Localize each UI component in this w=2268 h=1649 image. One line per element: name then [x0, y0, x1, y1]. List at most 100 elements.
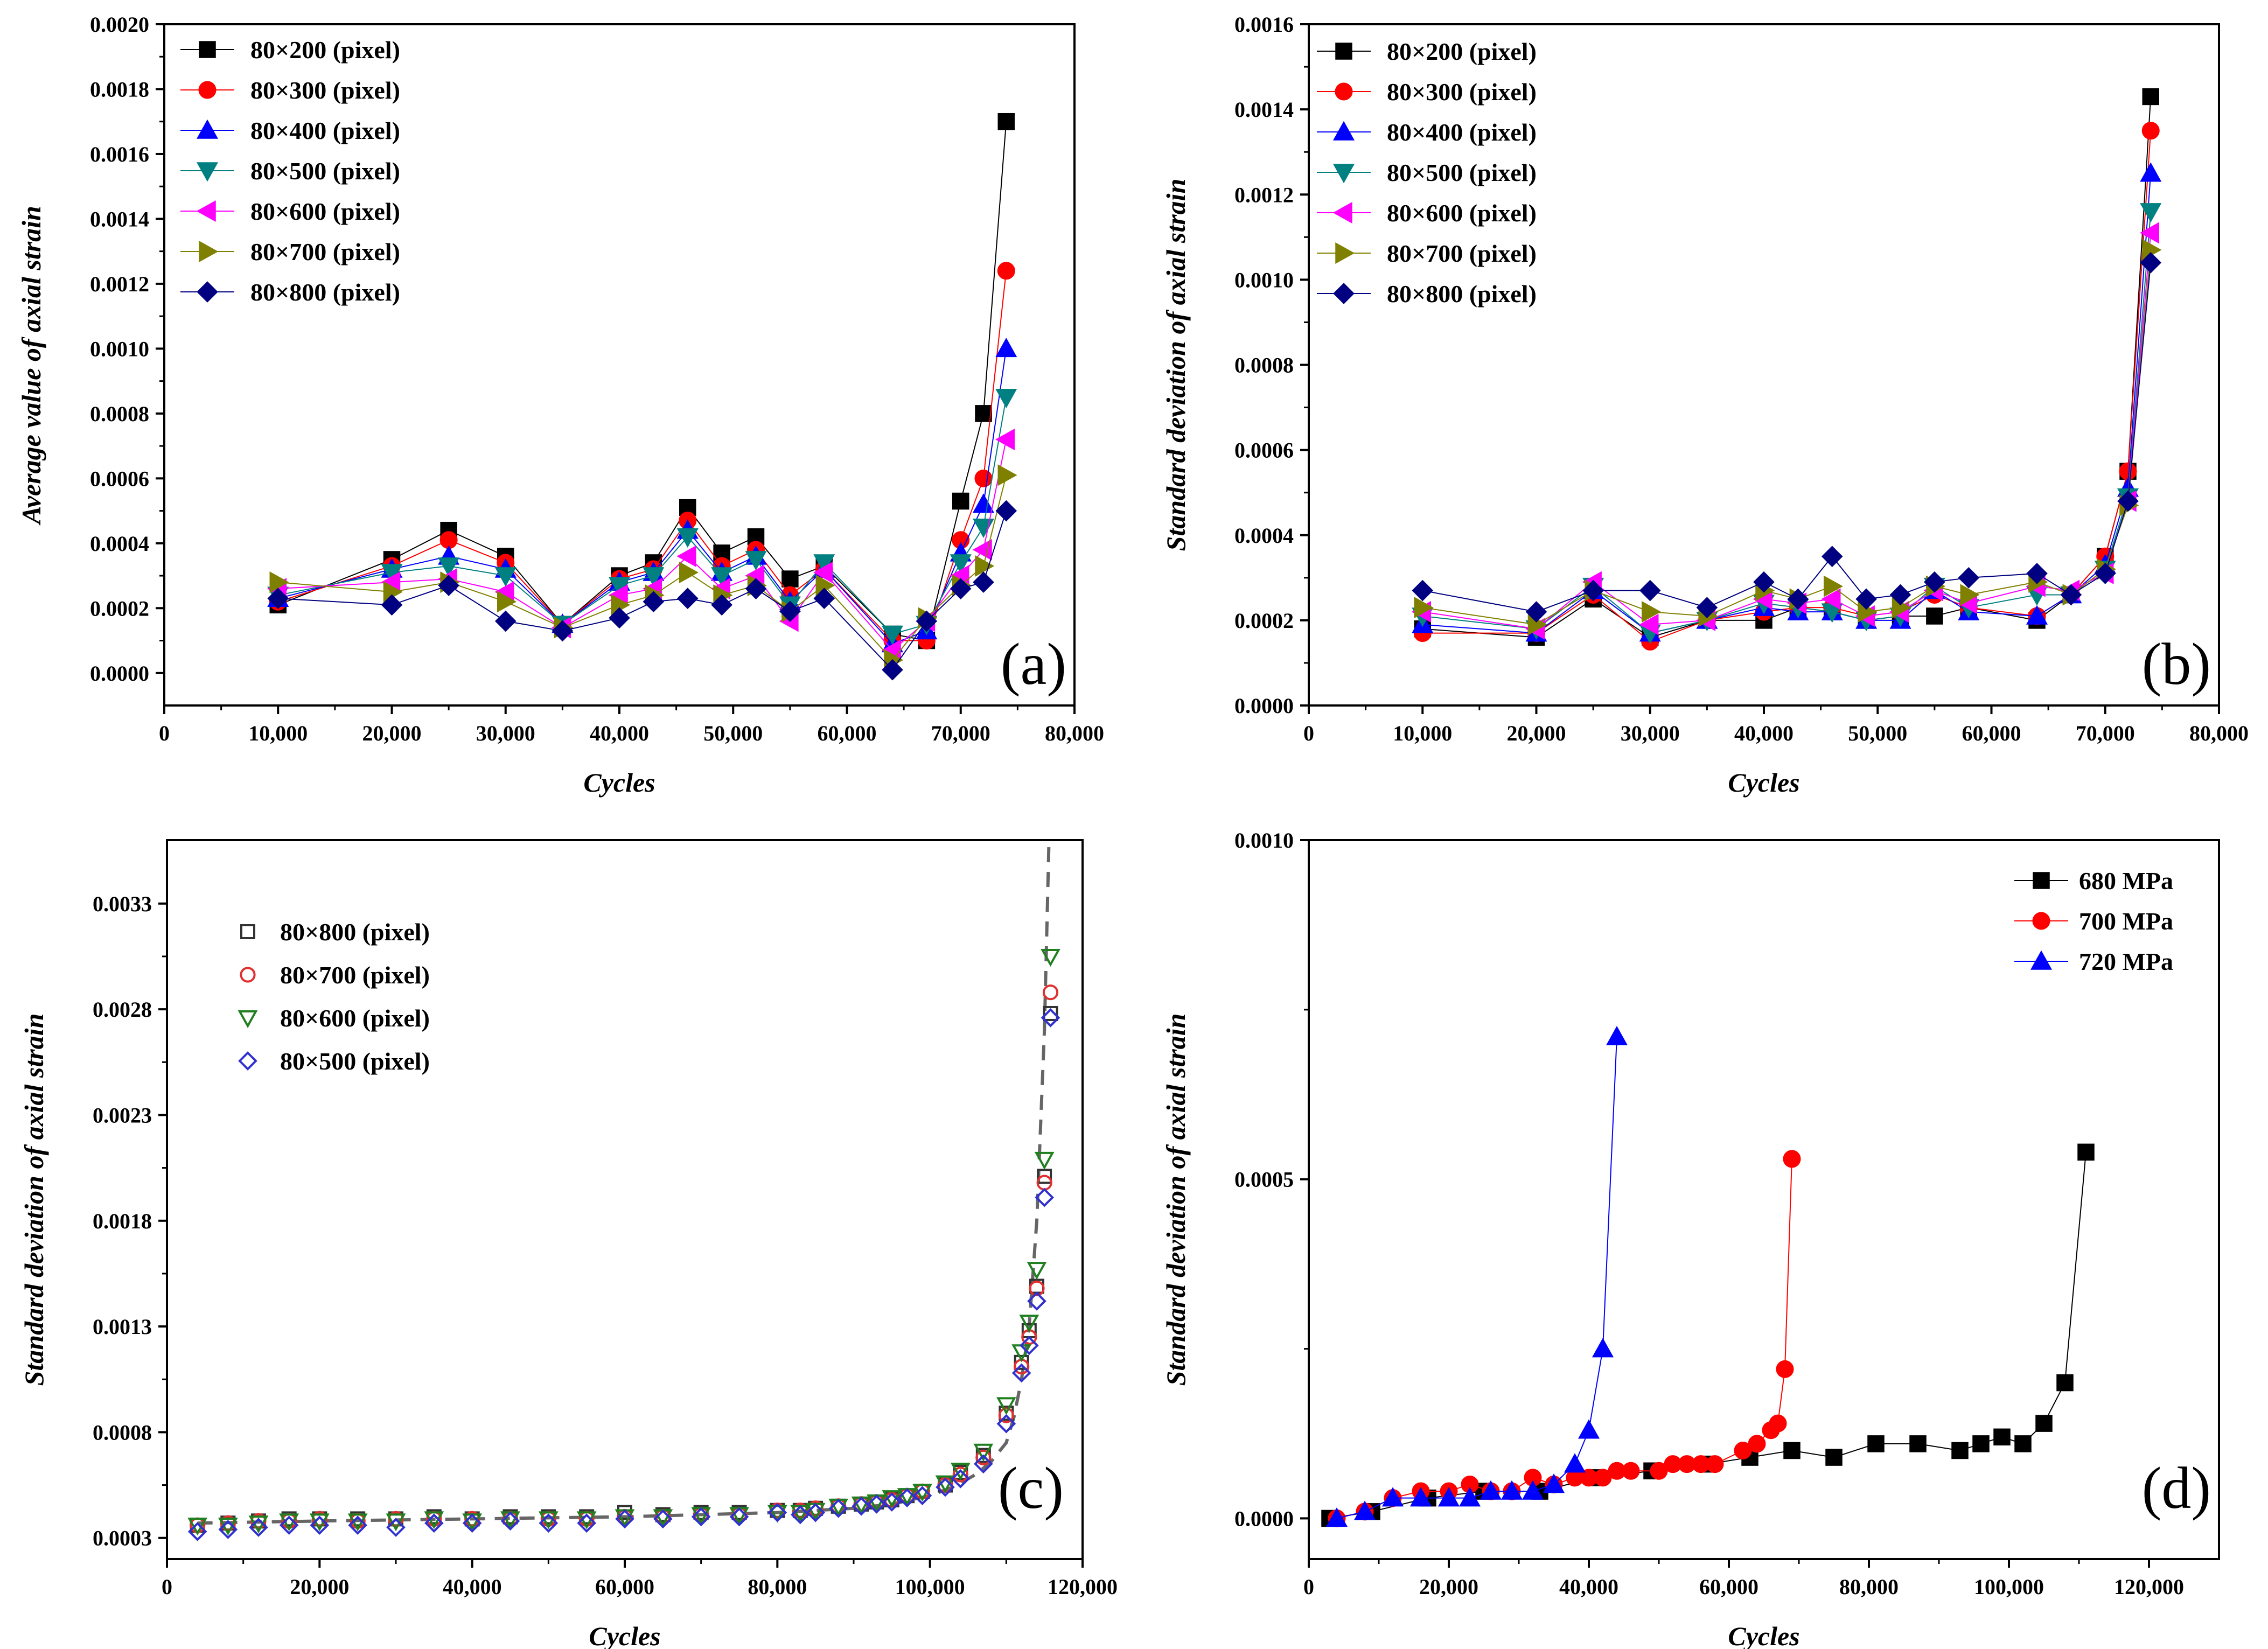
- data-point: [912, 1486, 932, 1506]
- legend-label: 720 MPa: [2079, 948, 2173, 975]
- y-axis-title: Standard deviation of axial strain: [19, 1014, 49, 1386]
- data-point: [996, 1414, 1016, 1434]
- legend-label: 80×400 (pixel): [1387, 118, 1537, 146]
- data-point: [1642, 601, 1662, 623]
- data-point: [881, 625, 904, 645]
- legend-marker: [1333, 283, 1355, 304]
- data-point: [1027, 1262, 1047, 1280]
- x-tick-label: 100,000: [1974, 1575, 2044, 1599]
- y-tick-label: 0.0006: [90, 466, 149, 491]
- legend-label: 80×200 (pixel): [250, 36, 400, 64]
- x-tick-label: 60,000: [1699, 1575, 1758, 1599]
- y-axis-title: Standard deviation of axial strain: [1161, 179, 1191, 551]
- panel-letter: (a): [1001, 631, 1066, 697]
- legend-marker: [238, 1010, 258, 1029]
- data-point: [1437, 1487, 1460, 1507]
- data-point: [552, 620, 574, 642]
- x-tick-label: 70,000: [2076, 721, 2135, 745]
- data-point: [643, 567, 665, 587]
- data-point: [1522, 1480, 1544, 1500]
- data-point: [916, 610, 938, 632]
- data-point: [1783, 1442, 1801, 1459]
- data-point: [1924, 571, 1945, 593]
- data-point: [438, 575, 459, 596]
- legend-marker: [1332, 164, 1355, 184]
- data-point: [187, 1522, 207, 1541]
- panel-a-chart: 0 10,000 20,000 30,000 40,000 50,000 60,000 70,…: [16, 12, 1104, 798]
- data-point: [1501, 1480, 1523, 1500]
- data-point: [998, 1407, 1014, 1423]
- series-7: [1412, 251, 2162, 623]
- x-tick-label: 20,000: [1507, 721, 1566, 745]
- data-point: [791, 1505, 810, 1525]
- data-point: [1592, 1338, 1614, 1358]
- data-point: [2026, 605, 2048, 625]
- data-point: [2117, 490, 2139, 512]
- data-point: [936, 1477, 955, 1497]
- data-point: [1951, 1442, 1969, 1459]
- data-point: [1825, 1449, 1843, 1466]
- data-point: [995, 338, 1017, 358]
- x-tick-label: 80,000: [2189, 721, 2249, 745]
- legend-marker: [196, 162, 219, 182]
- data-point: [745, 551, 767, 571]
- legend-marker: [240, 967, 256, 983]
- x-axis-title: Cycles: [1728, 767, 1799, 798]
- data-point: [676, 528, 699, 548]
- data-point: [975, 405, 992, 422]
- data-point: [2035, 1415, 2053, 1432]
- data-point: [1029, 1280, 1045, 1297]
- data-point: [1889, 584, 1911, 606]
- y-tick-label: 0.0016: [90, 142, 149, 166]
- legend-marker: [2033, 872, 2050, 889]
- data-point: [1543, 1473, 1565, 1493]
- data-point: [1459, 1487, 1481, 1507]
- data-point: [882, 1492, 902, 1512]
- data-point: [500, 1511, 520, 1531]
- legend-marker: [2030, 950, 2053, 970]
- data-point: [386, 1518, 406, 1537]
- data-point: [1035, 1187, 1054, 1207]
- series-3: [1325, 1025, 1628, 1527]
- data-point: [767, 1505, 787, 1523]
- y-tick-label: 0.0013: [93, 1315, 152, 1339]
- data-point: [1821, 546, 1843, 568]
- y-axis-title: Standard deviation of axial strain: [1161, 1014, 1191, 1386]
- legend-label: 700 MPa: [2079, 907, 2173, 935]
- data-point: [2056, 1374, 2074, 1392]
- data-point: [711, 594, 732, 616]
- data-point: [2141, 122, 2160, 140]
- data-point: [676, 588, 699, 610]
- data-point: [539, 1513, 559, 1533]
- y-tick-label: 0.0028: [93, 997, 152, 1022]
- data-point: [1824, 575, 1844, 597]
- data-point: [779, 600, 801, 623]
- x-axis-title: Cycles: [589, 1621, 660, 1649]
- data-point: [1041, 1008, 1060, 1028]
- y-tick-label: 0.0008: [1234, 353, 1294, 378]
- data-point: [1960, 584, 1980, 606]
- y-tick-label: 0.0020: [90, 12, 149, 37]
- data-point: [348, 1515, 367, 1535]
- data-point: [1034, 1151, 1055, 1170]
- y-tick-label: 0.0010: [1234, 828, 1294, 853]
- data-point: [279, 1515, 299, 1535]
- y-tick-label: 0.0012: [90, 272, 149, 296]
- data-point: [997, 464, 1017, 486]
- legend-marker: [1335, 43, 1352, 60]
- y-tick-label: 0.0033: [93, 892, 152, 916]
- y-tick-label: 0.0010: [1234, 268, 1294, 292]
- x-tick-label: 40,000: [443, 1575, 502, 1599]
- legend: 80×800 (pixel) 80×700 (pixel) 80×600 (pixe…: [238, 918, 430, 1075]
- data-point: [995, 388, 1017, 409]
- legend-marker: [1335, 242, 1355, 264]
- x-tick-label: 0: [159, 721, 170, 745]
- y-tick-label: 0.0000: [90, 661, 149, 686]
- data-point: [679, 561, 699, 584]
- data-point: [1776, 1360, 1794, 1378]
- x-tick-label: 30,000: [476, 721, 535, 745]
- legend-label: 80×300 (pixel): [1387, 78, 1537, 106]
- data-point: [267, 588, 289, 610]
- y-tick-label: 0.0008: [93, 1420, 152, 1444]
- data-point: [2139, 222, 2159, 244]
